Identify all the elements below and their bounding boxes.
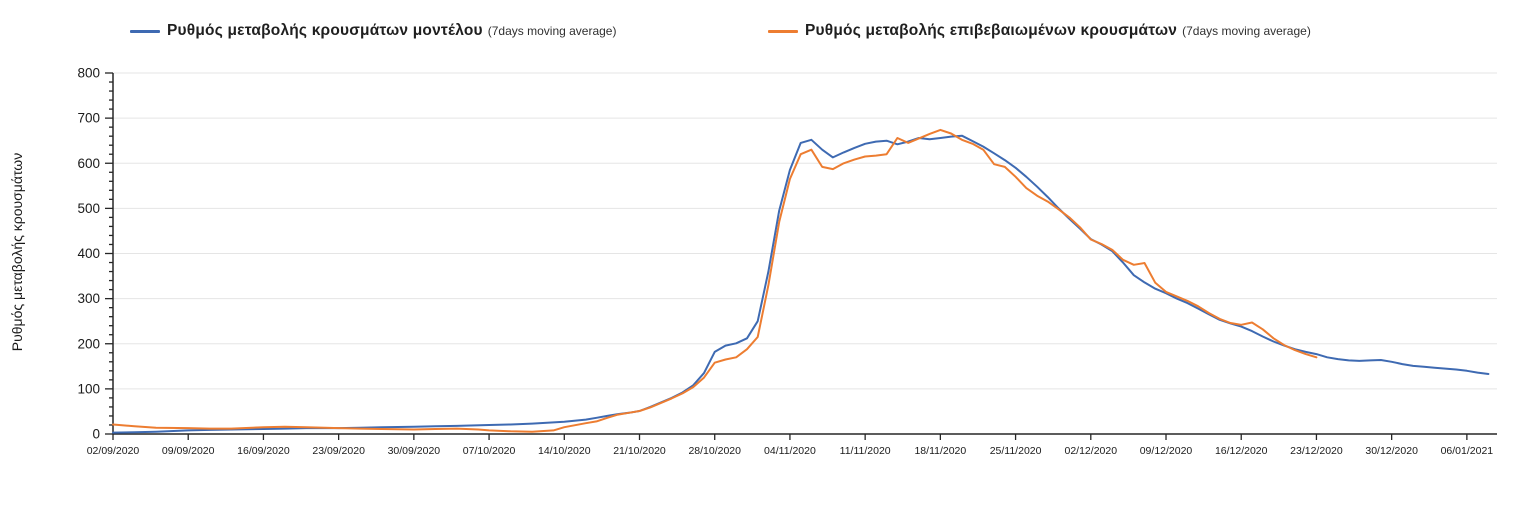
gridlines <box>113 72 1497 390</box>
series-line-model <box>112 134 1490 434</box>
y-axis-ticks <box>105 72 113 435</box>
y-axis-labels: 0 100 200 300 400 500 600 700 800 <box>77 66 100 442</box>
x-axis-labels: 02/09/2020 09/09/2020 16/09/2020 23/09/2020… <box>87 445 1494 457</box>
legend-label-confirmed: Ρυθμός μεταβολής επιβεβαιωμένων κρουσμάτ… <box>805 22 1178 39</box>
y-tick-label: 800 <box>77 66 100 81</box>
x-tick-label: 02/12/2020 <box>1065 445 1118 457</box>
x-tick-label: 16/12/2020 <box>1215 445 1268 457</box>
y-tick-label: 0 <box>92 427 100 442</box>
x-tick-label: 06/01/2021 <box>1441 445 1494 457</box>
x-tick-label: 30/09/2020 <box>388 445 441 457</box>
x-tick-label: 09/09/2020 <box>162 445 215 457</box>
legend-line-sample-confirmed <box>768 29 798 33</box>
legend-item-model: Ρυθμός μεταβολής κρουσμάτων μοντέλου (7d… <box>130 22 616 40</box>
y-tick-label: 700 <box>77 111 100 126</box>
legend-item-confirmed: Ρυθμός μεταβολής επιβεβαιωμένων κρουσμάτ… <box>768 22 1311 40</box>
y-tick-label: 500 <box>77 201 100 216</box>
x-axis-ticks <box>112 434 1468 440</box>
x-tick-label: 28/10/2020 <box>688 445 741 457</box>
x-tick-label: 02/09/2020 <box>87 445 140 457</box>
x-tick-label: 14/10/2020 <box>538 445 591 457</box>
legend-sublabel-model: (7days moving average) <box>487 24 617 38</box>
x-tick-label: 04/11/2020 <box>764 445 816 457</box>
legend-sublabel-confirmed: (7days moving average) <box>1182 24 1311 38</box>
x-tick-label: 23/09/2020 <box>312 445 365 457</box>
x-tick-label: 16/09/2020 <box>237 445 290 457</box>
y-tick-label: 600 <box>77 156 100 171</box>
legend-label-model: Ρυθμός μεταβολής κρουσμάτων μοντέλου <box>167 22 483 39</box>
x-tick-label: 09/12/2020 <box>1140 445 1193 457</box>
legend-line-sample-model <box>130 29 160 33</box>
x-tick-label: 30/12/2020 <box>1365 445 1418 457</box>
x-tick-label: 11/11/2020 <box>840 445 891 457</box>
x-tick-label: 18/11/2020 <box>914 445 966 457</box>
y-tick-label: 400 <box>77 246 100 261</box>
y-tick-label: 300 <box>77 291 100 306</box>
x-tick-label: 07/10/2020 <box>463 445 516 457</box>
x-tick-label: 23/12/2020 <box>1290 445 1343 457</box>
x-tick-label: 25/11/2020 <box>990 445 1042 457</box>
series-line-confirmed <box>112 128 1318 433</box>
y-tick-label: 200 <box>77 336 100 351</box>
x-tick-label: 21/10/2020 <box>613 445 666 457</box>
y-tick-label: 100 <box>77 381 100 396</box>
